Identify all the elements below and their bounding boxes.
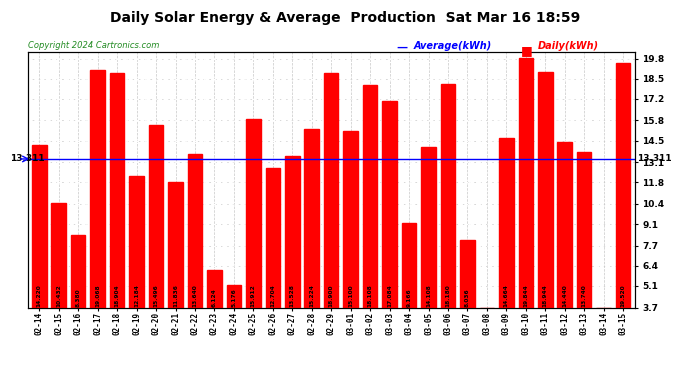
Text: 15.496: 15.496 <box>154 284 159 307</box>
Text: 11.836: 11.836 <box>173 284 178 307</box>
Text: 18.904: 18.904 <box>115 284 119 307</box>
Bar <box>168 182 183 308</box>
Text: 13.640: 13.640 <box>193 284 197 307</box>
Bar <box>558 141 572 308</box>
Bar <box>246 119 261 308</box>
Bar <box>460 240 475 308</box>
Bar <box>226 285 242 308</box>
Text: 15.912: 15.912 <box>251 284 256 307</box>
Bar <box>382 100 397 308</box>
Text: 18.944: 18.944 <box>543 284 548 307</box>
Text: 8.380: 8.380 <box>76 288 81 307</box>
Text: 5.176: 5.176 <box>231 288 237 307</box>
Bar <box>518 58 533 308</box>
Bar <box>499 138 513 308</box>
Bar <box>615 63 631 308</box>
Bar <box>266 168 280 308</box>
Text: 18.180: 18.180 <box>446 284 451 307</box>
Text: ■: ■ <box>521 44 533 57</box>
Bar <box>344 131 358 308</box>
Text: 17.084: 17.084 <box>387 284 392 307</box>
Text: 13.311: 13.311 <box>10 154 45 164</box>
Text: 9.166: 9.166 <box>406 288 411 307</box>
Text: 13.311: 13.311 <box>637 154 671 164</box>
Text: 8.036: 8.036 <box>465 288 470 307</box>
Text: —: — <box>397 43 408 53</box>
Bar <box>129 176 144 308</box>
Text: Average(kWh): Average(kWh) <box>414 41 492 51</box>
Bar <box>577 152 591 308</box>
Text: 14.664: 14.664 <box>504 284 509 307</box>
Text: 13.528: 13.528 <box>290 284 295 307</box>
Bar <box>421 147 436 308</box>
Text: 14.108: 14.108 <box>426 284 431 307</box>
Text: 18.900: 18.900 <box>328 284 334 307</box>
Bar <box>71 235 86 308</box>
Text: Daily(kWh): Daily(kWh) <box>538 41 600 51</box>
Text: 14.220: 14.220 <box>37 284 42 307</box>
Text: Copyright 2024 Cartronics.com: Copyright 2024 Cartronics.com <box>28 41 159 50</box>
Text: 14.440: 14.440 <box>562 284 567 307</box>
Bar <box>441 84 455 308</box>
Bar <box>207 270 221 308</box>
Text: 19.068: 19.068 <box>95 284 100 307</box>
Text: 18.108: 18.108 <box>368 284 373 307</box>
Bar <box>285 156 299 308</box>
Bar <box>402 223 416 308</box>
Text: 15.224: 15.224 <box>309 284 314 307</box>
Bar <box>32 145 46 308</box>
Text: Daily Solar Energy & Average  Production  Sat Mar 16 18:59: Daily Solar Energy & Average Production … <box>110 11 580 25</box>
Text: 6.124: 6.124 <box>212 288 217 307</box>
Bar <box>304 129 319 308</box>
Text: 19.844: 19.844 <box>523 284 529 307</box>
Text: 19.520: 19.520 <box>620 284 626 307</box>
Bar <box>538 72 553 308</box>
Bar <box>324 73 339 308</box>
Text: 15.100: 15.100 <box>348 284 353 307</box>
Bar <box>110 72 124 308</box>
Bar <box>188 154 202 308</box>
Text: 12.704: 12.704 <box>270 284 275 307</box>
Bar <box>149 125 164 308</box>
Bar <box>363 85 377 308</box>
Text: 10.432: 10.432 <box>57 284 61 307</box>
Bar <box>52 204 66 308</box>
Bar <box>90 70 105 308</box>
Text: 12.184: 12.184 <box>134 284 139 307</box>
Text: 13.740: 13.740 <box>582 284 586 307</box>
